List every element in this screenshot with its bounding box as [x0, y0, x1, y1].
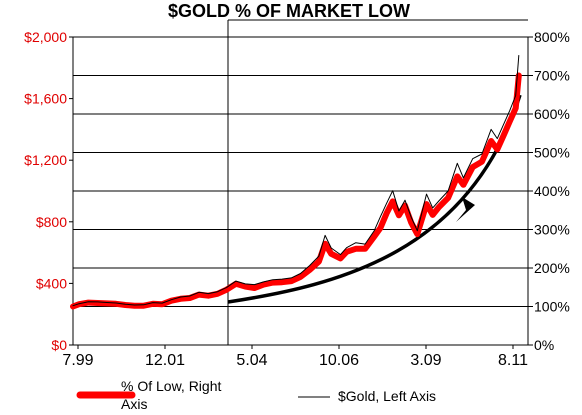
- left-tick-label: $1,600: [24, 91, 67, 107]
- legend-label-gold: $Gold, Left Axis: [338, 388, 436, 404]
- right-tick-label: 500%: [534, 145, 570, 161]
- left-tick-label: $800: [36, 214, 67, 230]
- left-tick-label: $2,000: [24, 29, 67, 45]
- x-tick-label: 5.04: [236, 352, 267, 369]
- x-tick-label: 10.06: [319, 352, 359, 369]
- x-tick-label: 12.01: [145, 352, 185, 369]
- legend-label-percent-line2: Axis: [121, 396, 147, 412]
- left-tick-label: $1,200: [24, 152, 67, 168]
- right-tick-label: 800%: [534, 29, 570, 45]
- right-tick-label: 700%: [534, 68, 570, 84]
- right-axis: 0% 100% 200% 300% 400% 500% 600% 700% 800%: [528, 29, 570, 353]
- series-percent-of-low-line: [70, 72, 522, 310]
- right-tick-label: 200%: [534, 260, 570, 276]
- right-tick-label: 300%: [534, 222, 570, 238]
- x-tick-label: 3.09: [410, 352, 441, 369]
- legend-label-percent-line1: % Of Low, Right: [121, 378, 221, 394]
- right-tick-label: 100%: [534, 299, 570, 315]
- right-tick-label: 400%: [534, 183, 570, 199]
- series-layer: [70, 55, 522, 310]
- left-tick-label: $400: [36, 275, 67, 291]
- left-tick-label: $0: [51, 337, 67, 353]
- x-axis: 7.99 12.01 5.04 10.06 3.09 8.11: [62, 345, 528, 369]
- trend-arrow: [227, 94, 522, 304]
- trend-arrow-head: [456, 197, 475, 222]
- legend: % Of Low, Right Axis $Gold, Left Axis: [76, 378, 436, 412]
- x-tick-label: 8.11: [498, 352, 528, 369]
- right-tick-label: 0%: [534, 337, 554, 353]
- series-gold-price-line: [72, 55, 520, 307]
- left-axis: $0 $400 $800 $1,200 $1,600 $2,000: [24, 29, 73, 353]
- right-tick-label: 600%: [534, 106, 570, 122]
- x-tick-label: 7.99: [62, 352, 93, 369]
- chart-title: $GOLD % OF MARKET LOW: [168, 1, 410, 21]
